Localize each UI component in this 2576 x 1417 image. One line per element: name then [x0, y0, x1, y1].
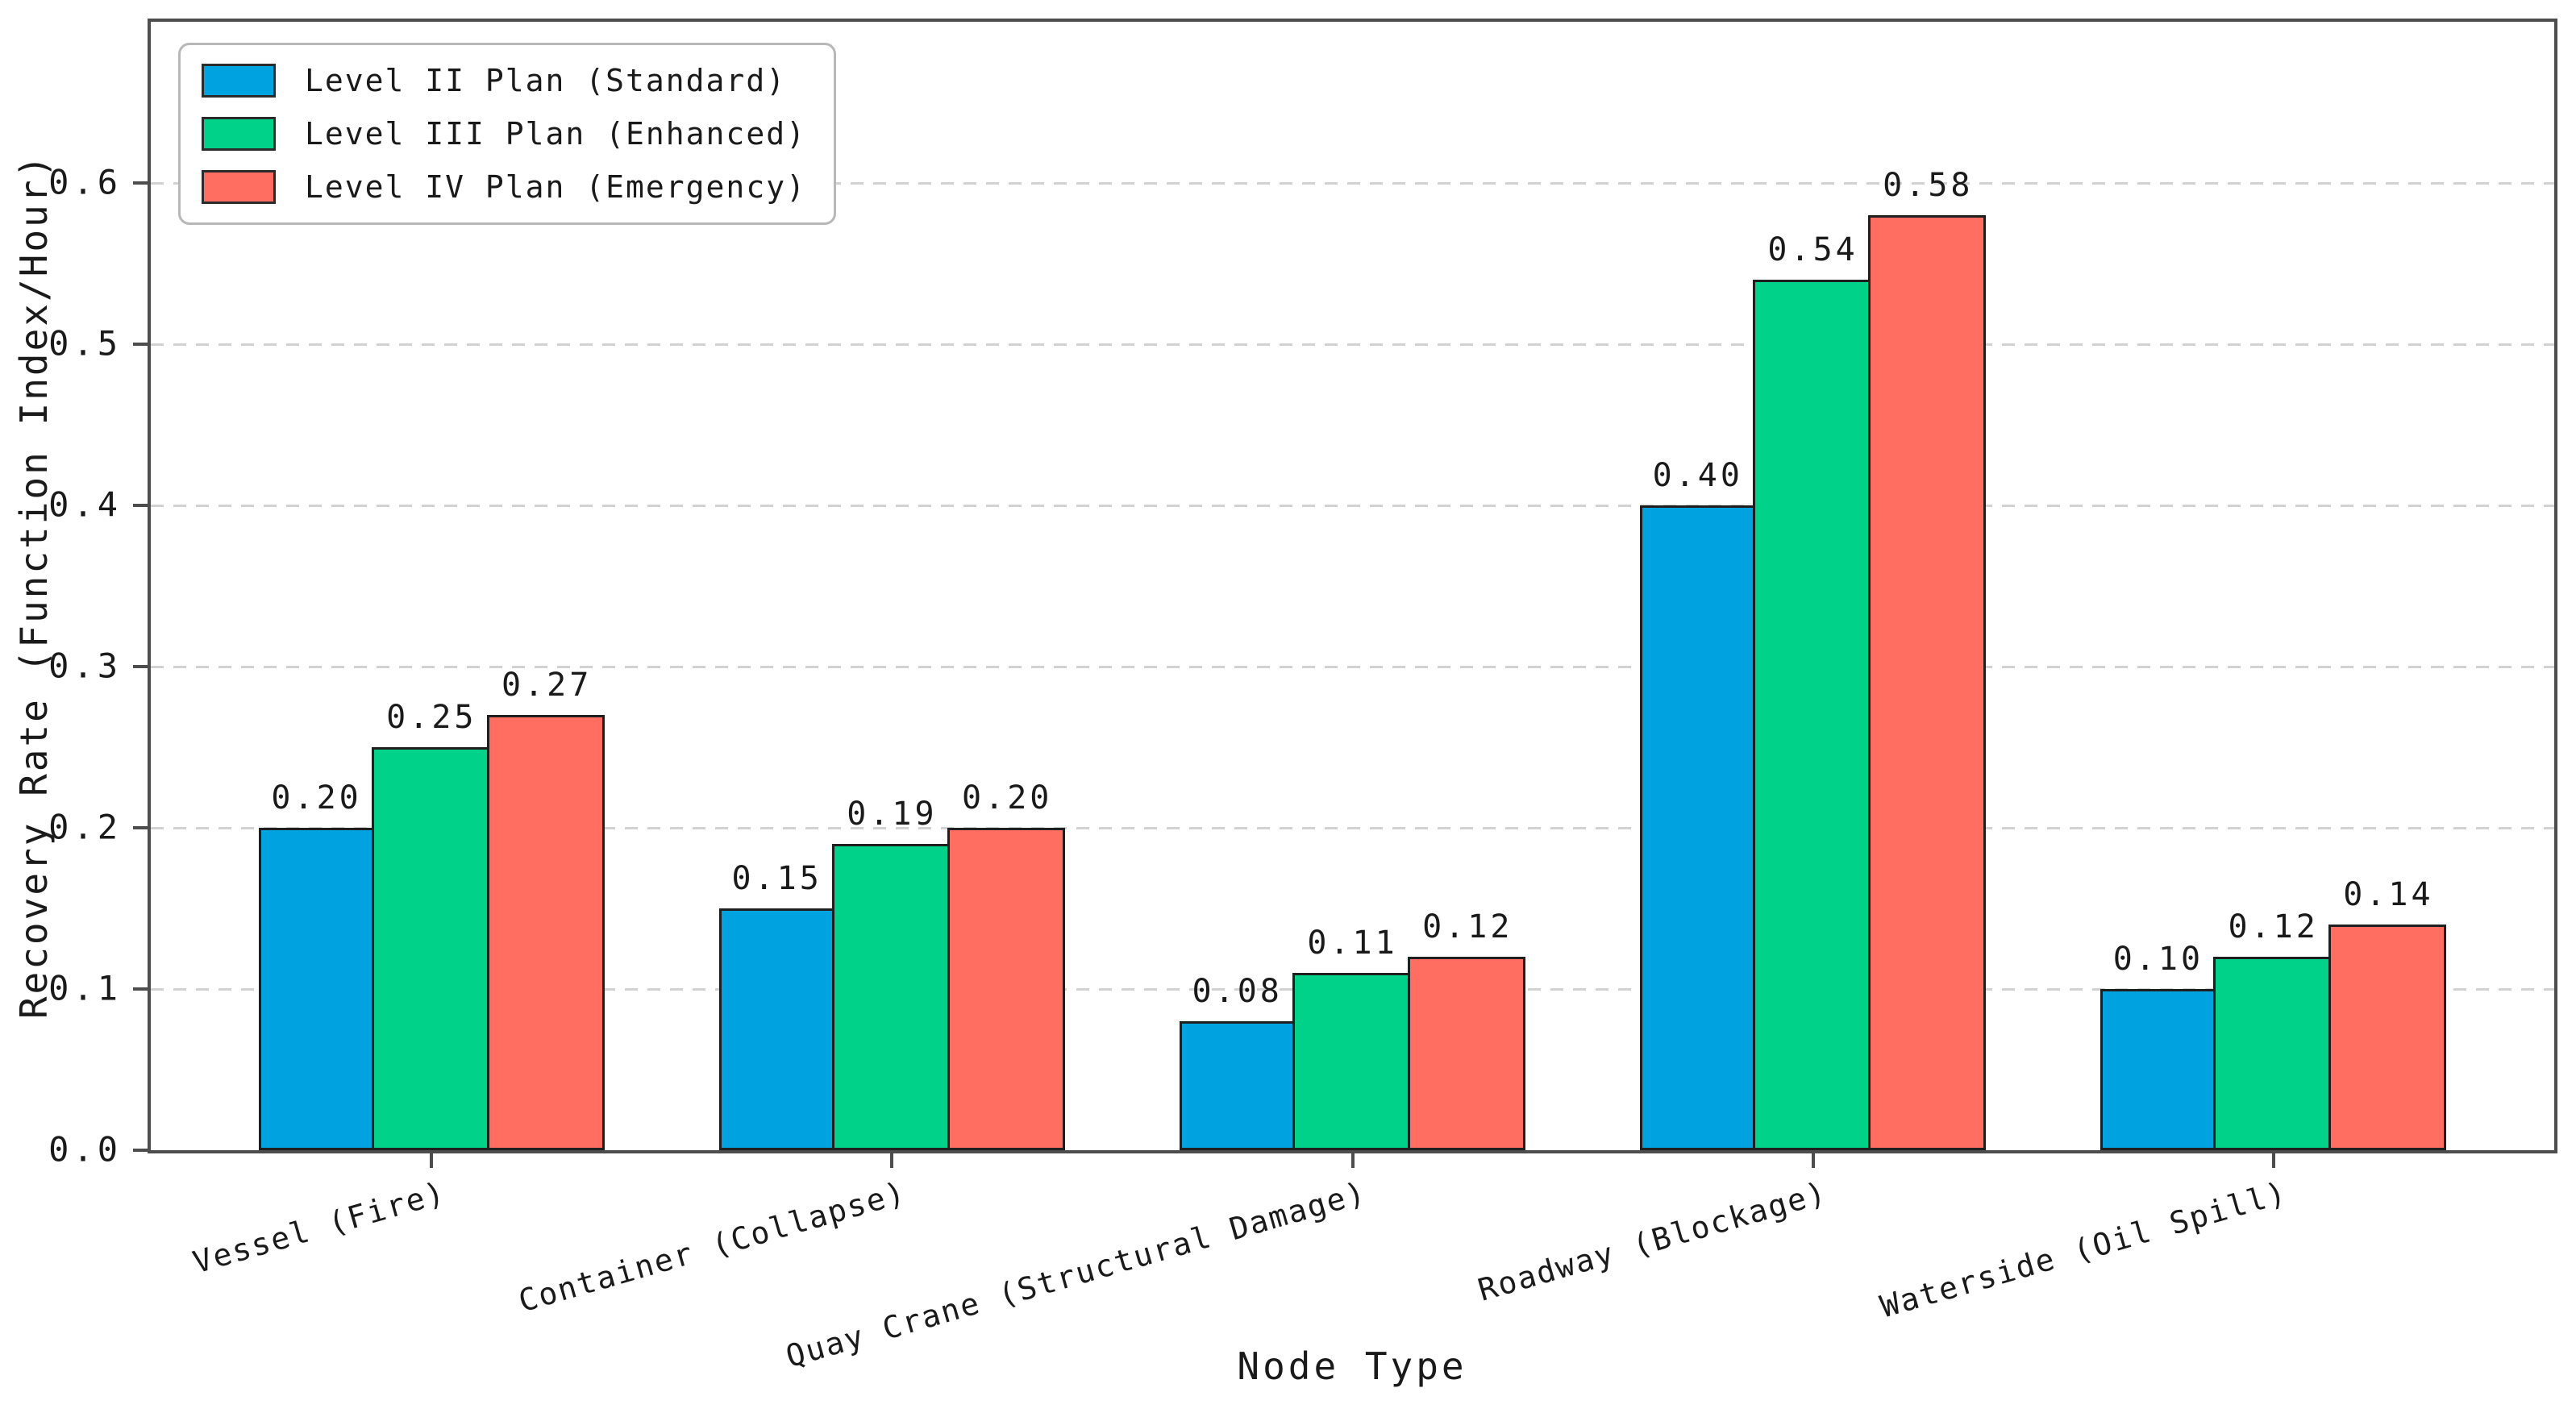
bar: [371, 747, 489, 1150]
x-tick: [2271, 1153, 2275, 1168]
x-tick-label: Waterside (Oil Spill): [1876, 1174, 2291, 1325]
legend-label: Level III Plan (Enhanced): [305, 116, 806, 152]
legend-item: Level IV Plan (Emergency): [202, 169, 806, 205]
y-tick-label: 0.3: [48, 646, 122, 686]
y-tick: [133, 181, 148, 185]
y-tick-label: 0.4: [48, 484, 122, 525]
bar: [1180, 1021, 1296, 1150]
bar-value-label: 0.15: [731, 860, 822, 897]
bar: [1640, 505, 1756, 1150]
bar: [2213, 957, 2332, 1150]
gridline: [151, 343, 2554, 346]
bar-value-label: 0.54: [1767, 231, 1858, 268]
bar: [832, 844, 950, 1150]
y-tick-label: 0.6: [48, 162, 122, 202]
plot-area: 0.0 0.1 0.2 0.3 0.4 0.5 0.6 Vessel (Fire) Conta…: [48, 19, 2557, 1374]
y-tick-label: 0.5: [48, 323, 122, 364]
legend-label: Level IV Plan (Emergency): [305, 169, 806, 205]
x-tick: [430, 1153, 434, 1168]
bar: [947, 828, 1065, 1150]
y-axis-title: Recovery Rate (Function Index/Hour): [12, 152, 56, 1020]
bar: [1753, 280, 1871, 1150]
x-tick-label: Container (Collapse): [514, 1174, 910, 1319]
gridline: [151, 181, 2554, 185]
bar-value-label: 0.25: [386, 699, 477, 736]
bar-value-label: 0.12: [1422, 908, 1513, 945]
legend-label: Level II Plan (Standard): [305, 63, 787, 98]
legend-item: Level II Plan (Standard): [202, 63, 806, 98]
bar: [719, 908, 835, 1150]
bar-value-label: 0.10: [2112, 941, 2204, 978]
bar: [2328, 925, 2446, 1150]
legend-item: Level III Plan (Enhanced): [202, 116, 806, 152]
bar: [259, 828, 374, 1150]
x-tick: [1350, 1153, 1355, 1168]
y-tick-label: 0.2: [48, 807, 122, 847]
y-tick-label: 0.0: [48, 1129, 122, 1170]
bar-value-label: 0.19: [847, 796, 938, 833]
gridline: [151, 665, 2554, 668]
y-tick: [133, 987, 148, 991]
bar-value-label: 0.11: [1307, 925, 1398, 962]
bar: [486, 715, 605, 1150]
y-tick: [133, 343, 148, 346]
bar-value-label: 0.58: [1883, 167, 1974, 204]
legend: Level II Plan (Standard) Level III Plan (…: [178, 43, 836, 225]
x-axis-title: Node Type: [1237, 1344, 1467, 1388]
bar-value-label: 0.20: [962, 779, 1053, 817]
bar: [1407, 957, 1525, 1150]
gridline: [151, 504, 2554, 507]
x-tick-label: Vessel (Fire): [189, 1174, 450, 1281]
x-tick-label: Roadway (Blockage): [1474, 1174, 1831, 1308]
legend-swatch: [202, 117, 276, 151]
bar-value-label: 0.20: [271, 779, 362, 817]
bar-value-label: 0.08: [1192, 973, 1283, 1010]
gridline: [151, 826, 2554, 829]
legend-swatch: [202, 170, 276, 204]
y-tick: [133, 504, 148, 507]
bar-value-label: 0.12: [2228, 908, 2319, 945]
bar: [2100, 989, 2216, 1150]
y-tick: [133, 826, 148, 829]
bar: [1867, 215, 1986, 1150]
legend-swatch: [202, 64, 276, 98]
bar-value-label: 0.14: [2343, 876, 2434, 913]
y-tick-label: 0.1: [48, 968, 122, 1008]
x-tick: [1811, 1153, 1815, 1168]
y-tick: [133, 1149, 148, 1152]
bar-value-label: 0.27: [501, 667, 593, 704]
bar-value-label: 0.40: [1652, 457, 1743, 494]
bar: [1292, 973, 1410, 1150]
y-tick: [133, 665, 148, 668]
x-tick: [890, 1153, 894, 1168]
